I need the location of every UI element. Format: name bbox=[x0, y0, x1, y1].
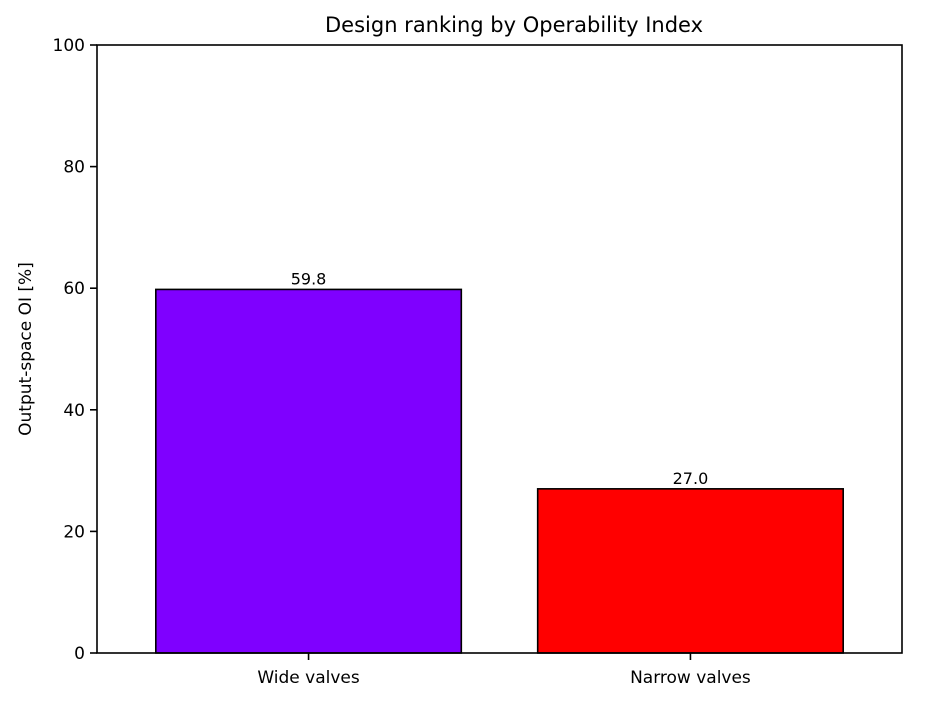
y-tick-label: 40 bbox=[63, 401, 85, 421]
y-axis-label: Output-space OI [%] bbox=[16, 262, 36, 436]
x-tick-label: Narrow valves bbox=[630, 668, 751, 688]
plot-frame bbox=[96, 44, 903, 654]
chart-title: Design ranking by Operability Index bbox=[325, 13, 703, 37]
value-labels-layer: 59.8 27.0 bbox=[291, 269, 709, 487]
y-tick-label: 20 bbox=[63, 522, 85, 542]
y-axis-ticks: 0 20 40 60 80 100 bbox=[53, 36, 97, 664]
data-label-narrow-valves: 27.0 bbox=[673, 469, 709, 488]
bars-layer bbox=[155, 288, 844, 654]
y-tick-label: 0 bbox=[74, 644, 85, 664]
x-tick-label: Wide valves bbox=[257, 668, 360, 688]
data-label-wide-valves: 59.8 bbox=[291, 269, 327, 288]
y-tick-label: 100 bbox=[53, 36, 85, 56]
bar-narrow-valves bbox=[536, 488, 844, 654]
bar-wide-valves bbox=[155, 288, 463, 654]
x-axis-ticks: Wide valves Narrow valves bbox=[257, 653, 751, 688]
y-tick-label: 80 bbox=[63, 158, 85, 178]
y-tick-label: 60 bbox=[63, 279, 85, 299]
